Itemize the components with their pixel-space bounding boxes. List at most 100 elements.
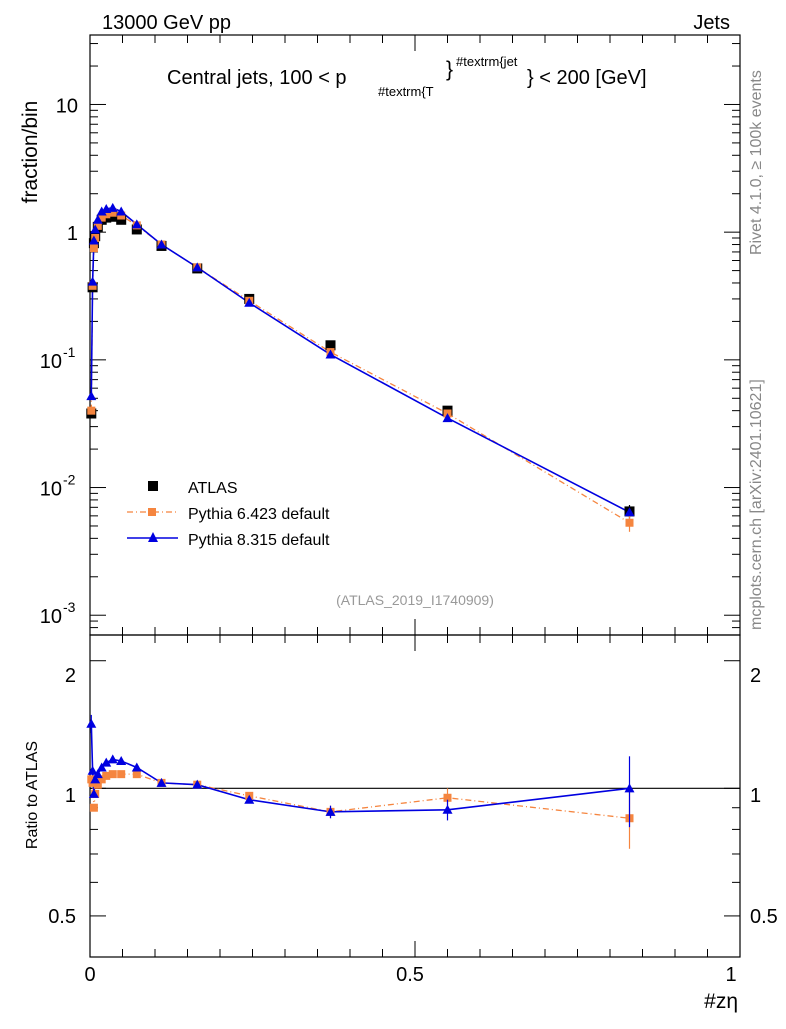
ratio-point-2-11	[192, 779, 203, 789]
ratio-ytick-1: 1	[65, 785, 76, 807]
point-1-6	[102, 210, 111, 219]
ratio-point-1-9	[132, 770, 141, 779]
point-1-5	[97, 213, 106, 222]
x-axis-label: #zη	[704, 990, 738, 1013]
mcplots-label: mcplots.cern.ch [arXiv:2401.10621]	[748, 379, 765, 630]
point-2-0	[86, 391, 97, 401]
point-1-1	[88, 281, 97, 290]
ratio-y-axis-label: Ratio to ATLAS	[24, 741, 41, 849]
main-ytick-label-1: 10 -2	[40, 472, 76, 501]
point-2-1	[87, 276, 98, 286]
point-2-9	[131, 219, 142, 229]
rivet-label: Rivet 4.1.0, ≥ 100k events	[748, 70, 765, 255]
ratio-point-1-6	[102, 771, 111, 780]
ratio-ytick-2: 2	[65, 665, 76, 687]
xtick-0: 0	[84, 964, 95, 986]
point-2-2	[88, 235, 99, 245]
ytick-base: 10	[40, 351, 62, 373]
main-y-axis-label: fraction/bin	[19, 101, 42, 204]
series-line-2	[90, 207, 630, 513]
main-ytick-label-2: 10 -1	[40, 344, 76, 373]
legend: ATLAS Pythia 6.423 default Pythia 8.315 …	[127, 480, 330, 549]
ratio-plot-frame	[89, 634, 741, 958]
main-series-group	[86, 202, 635, 532]
ratio-point-1-4	[93, 780, 102, 789]
xtick-0-5: 0.5	[396, 964, 424, 986]
ratio-line-1	[90, 773, 630, 819]
point-2-8	[116, 206, 127, 216]
legend-atlas-marker	[148, 481, 158, 491]
point-2-14	[442, 413, 453, 423]
title-tail: } < 200 [GeV]	[527, 67, 647, 89]
ratio-point-1-7	[108, 770, 117, 779]
legend-atlas-label: ATLAS	[188, 480, 238, 497]
point-1-0	[87, 406, 96, 415]
ratio-series-group	[86, 714, 635, 849]
ratio-point-2-1	[87, 765, 98, 775]
point-0-13	[325, 340, 336, 351]
ratio-ytick-right-1: 1	[750, 785, 761, 807]
point-2-3	[90, 224, 101, 234]
point-0-8	[116, 214, 127, 225]
point-0-7	[107, 211, 118, 222]
legend-py8-marker	[148, 532, 158, 542]
ratio-point-1-8	[117, 770, 126, 779]
point-2-13	[325, 349, 336, 359]
ytick-exponent: -2	[63, 472, 76, 488]
ratio-point-2-10	[156, 777, 167, 787]
point-0-9	[131, 224, 142, 235]
title-subscript: #textrm{T	[378, 84, 434, 99]
ratio-point-2-4	[92, 769, 103, 779]
point-1-15	[625, 518, 634, 527]
ratio-point-1-5	[97, 775, 106, 784]
x-ticks	[89, 35, 741, 957]
plot-title: Central jets, 100 < p #textrm{T } #textr…	[167, 54, 647, 99]
ratio-point-2-5	[96, 762, 107, 772]
point-2-10	[156, 239, 167, 249]
ratio-point-1-2	[89, 803, 98, 812]
ratio-point-2-12	[244, 794, 255, 804]
point-2-4	[92, 214, 103, 224]
point-2-15	[624, 507, 635, 517]
ytick-exponent: -3	[63, 599, 76, 615]
analysis-watermark: (ATLAS_2019_I1740909)	[336, 592, 494, 608]
ytick-base: 10	[40, 606, 62, 628]
title-superscript: #textrm{jet	[456, 54, 518, 69]
point-2-11	[192, 262, 203, 272]
header-left: 13000 GeV pp	[102, 12, 231, 34]
ratio-point-2-9	[131, 762, 142, 772]
title-bracket: }	[446, 58, 453, 81]
xtick-1: 1	[725, 964, 736, 986]
main-ytick-label-0: 10 -3	[40, 599, 76, 628]
series-line-1	[90, 212, 630, 524]
ytick-base: 10	[56, 95, 78, 117]
ratio-y-ticks	[90, 660, 740, 958]
ratio-point-2-6	[101, 757, 112, 767]
ratio-point-1-14	[443, 793, 452, 802]
point-2-7	[107, 202, 118, 212]
legend-py6-marker	[148, 508, 156, 516]
point-1-4	[93, 221, 102, 230]
ratio-point-2-13	[325, 806, 336, 816]
ratio-point-2-14	[442, 804, 453, 814]
ytick-base: 1	[67, 223, 78, 245]
ratio-point-2-3	[90, 774, 101, 784]
ratio-point-2-7	[107, 754, 118, 764]
legend-py8-label: Pythia 8.315 default	[188, 532, 330, 549]
point-1-2	[89, 244, 98, 253]
ratio-point-2-15	[624, 783, 635, 793]
point-2-5	[96, 206, 107, 216]
ytick-exponent: -1	[63, 344, 76, 360]
legend-py6-label: Pythia 6.423 default	[188, 506, 330, 523]
ratio-ytick-right-2: 2	[750, 665, 761, 687]
ytick-base: 10	[40, 479, 62, 501]
point-1-7	[108, 208, 117, 217]
main-ytick-label-4: 10	[56, 95, 78, 117]
point-2-12	[244, 297, 255, 307]
main-ytick-label-3: 1	[67, 223, 78, 245]
title-main: Central jets, 100 < p	[167, 67, 347, 89]
ratio-point-2-8	[116, 756, 127, 766]
header-right: Jets	[693, 12, 730, 34]
